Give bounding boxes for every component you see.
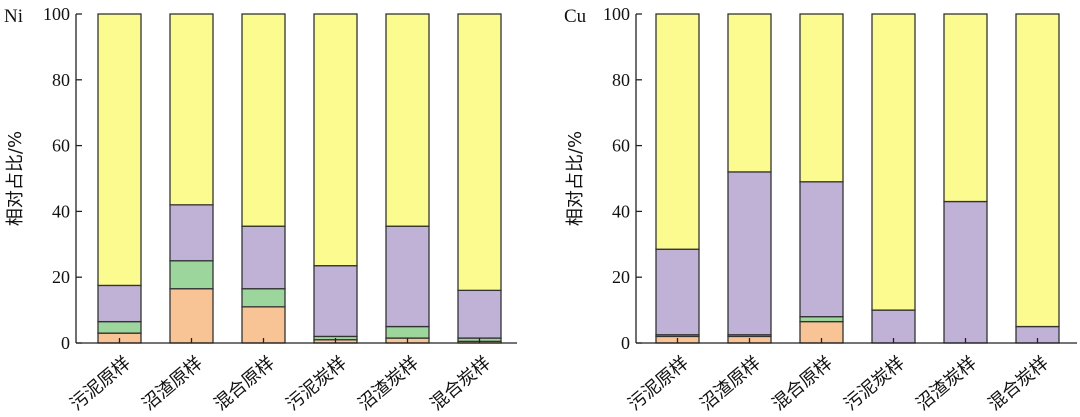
bar-segment [313,13,358,267]
bar-segment [241,288,286,308]
x-tick-label: 沼渣炭样 [912,353,981,415]
x-tick-label: 沼渣原样 [138,353,207,415]
y-tick-label: 80 [52,70,70,90]
y-tick-label: 40 [612,201,630,221]
bar-segment [799,13,844,183]
bar-segment [871,13,916,311]
bar-segment [241,13,286,227]
bar-segment [799,316,844,323]
x-tick-label: 混合原样 [210,353,279,415]
x-tick-label: 污泥原样 [624,353,693,415]
bar-segment [169,13,214,206]
bar-segment [97,320,142,334]
x-tick-label: 沼渣原样 [696,353,765,415]
bar-segment [385,225,430,328]
bar-segment [97,284,142,323]
bar-segment [457,13,502,292]
bar-segment [169,204,214,262]
y-axis-label: 相对占比/% [5,131,26,226]
chart-panel-ni: 污泥原样 沼渣原样 混合原样 污泥炭样 沼渣炭样 混合炭样 0 20 40 60 80 100 Ni 相对… [4,4,517,415]
bar-segment [97,13,142,287]
x-tick-label: 混合炭样 [426,353,495,415]
y-tick-label: 100 [603,4,630,24]
bar-segment [799,181,844,318]
bar-segment [655,13,700,250]
x-tick-label: 混合原样 [768,353,837,415]
y-tick-label: 20 [612,267,630,287]
y-tick-label: 100 [43,4,70,24]
x-tick-label: 混合炭样 [984,353,1053,415]
x-tick-label: 污泥原样 [66,353,135,415]
bar-segment [169,260,214,290]
y-tick-label: 0 [621,333,630,353]
bar-segment [655,248,700,336]
bar-segment [169,288,214,344]
bar-segment [241,225,286,290]
y-tick-label: 0 [61,333,70,353]
x-tick-label: 污泥炭样 [282,353,351,415]
y-axis-label: 相对占比/% [565,131,586,226]
bar-segment [943,200,988,344]
y-tick-label: 80 [612,70,630,90]
bar-segment [727,171,772,336]
x-tick-label: 污泥炭样 [840,353,909,415]
bar-segment [1015,13,1060,328]
bar-segment [313,265,358,338]
element-label: Cu [564,6,587,27]
y-tick-label: 60 [52,136,70,156]
y-tick-label: 40 [52,201,70,221]
bar-segment [385,13,430,227]
y-tick-label: 20 [52,267,70,287]
chart-panel-cu: 污泥原样 沼渣原样 混合原样 污泥炭样 沼渣炭样 混合炭样 0 20 40 60 80 100 Cu 相对… [564,4,1077,415]
y-tick-label: 60 [612,136,630,156]
element-label: Ni [4,6,23,27]
bar-segment [943,13,988,203]
bar-segment [241,306,286,344]
x-tick-label: 沼渣炭样 [354,353,423,415]
bar-segment [385,325,430,339]
bar-segment [727,13,772,173]
bar-segment [457,289,502,339]
